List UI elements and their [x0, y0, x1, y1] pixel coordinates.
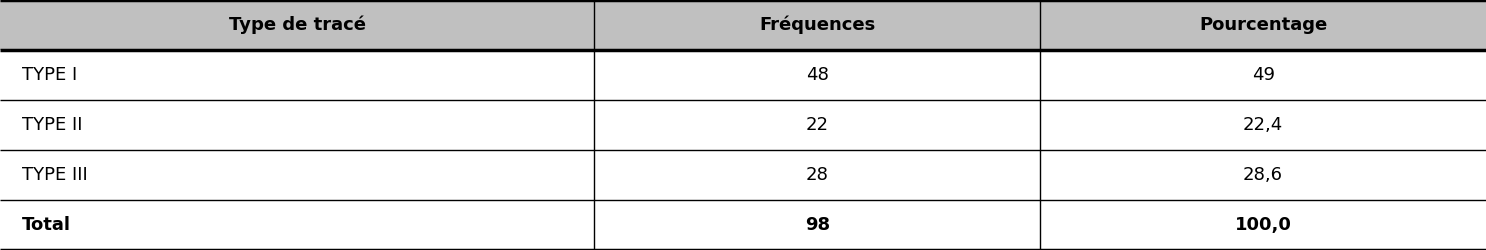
- Bar: [594, 150, 1040, 200]
- Text: 48: 48: [805, 66, 829, 84]
- Text: TYPE II: TYPE II: [22, 116, 83, 134]
- Bar: [1040, 50, 1486, 100]
- Bar: [1040, 100, 1486, 150]
- Text: 98: 98: [805, 216, 829, 234]
- Text: Total: Total: [22, 216, 71, 234]
- Bar: [594, 50, 1040, 100]
- Text: 22,4: 22,4: [1242, 116, 1284, 134]
- Bar: [0, 200, 594, 250]
- Text: Type de tracé: Type de tracé: [229, 16, 366, 34]
- Bar: [1040, 200, 1486, 250]
- Text: TYPE I: TYPE I: [22, 66, 77, 84]
- Bar: [0, 0, 594, 50]
- Text: 49: 49: [1251, 66, 1275, 84]
- Text: Pourcentage: Pourcentage: [1199, 16, 1327, 34]
- Text: 28,6: 28,6: [1244, 166, 1282, 184]
- Text: 100,0: 100,0: [1235, 216, 1291, 234]
- Bar: [594, 100, 1040, 150]
- Bar: [0, 50, 594, 100]
- Bar: [0, 100, 594, 150]
- Text: 28: 28: [805, 166, 829, 184]
- Bar: [1040, 150, 1486, 200]
- Bar: [594, 0, 1040, 50]
- Text: TYPE III: TYPE III: [22, 166, 88, 184]
- Bar: [0, 150, 594, 200]
- Text: Fréquences: Fréquences: [759, 16, 875, 34]
- Bar: [1040, 0, 1486, 50]
- Bar: [594, 200, 1040, 250]
- Text: 22: 22: [805, 116, 829, 134]
